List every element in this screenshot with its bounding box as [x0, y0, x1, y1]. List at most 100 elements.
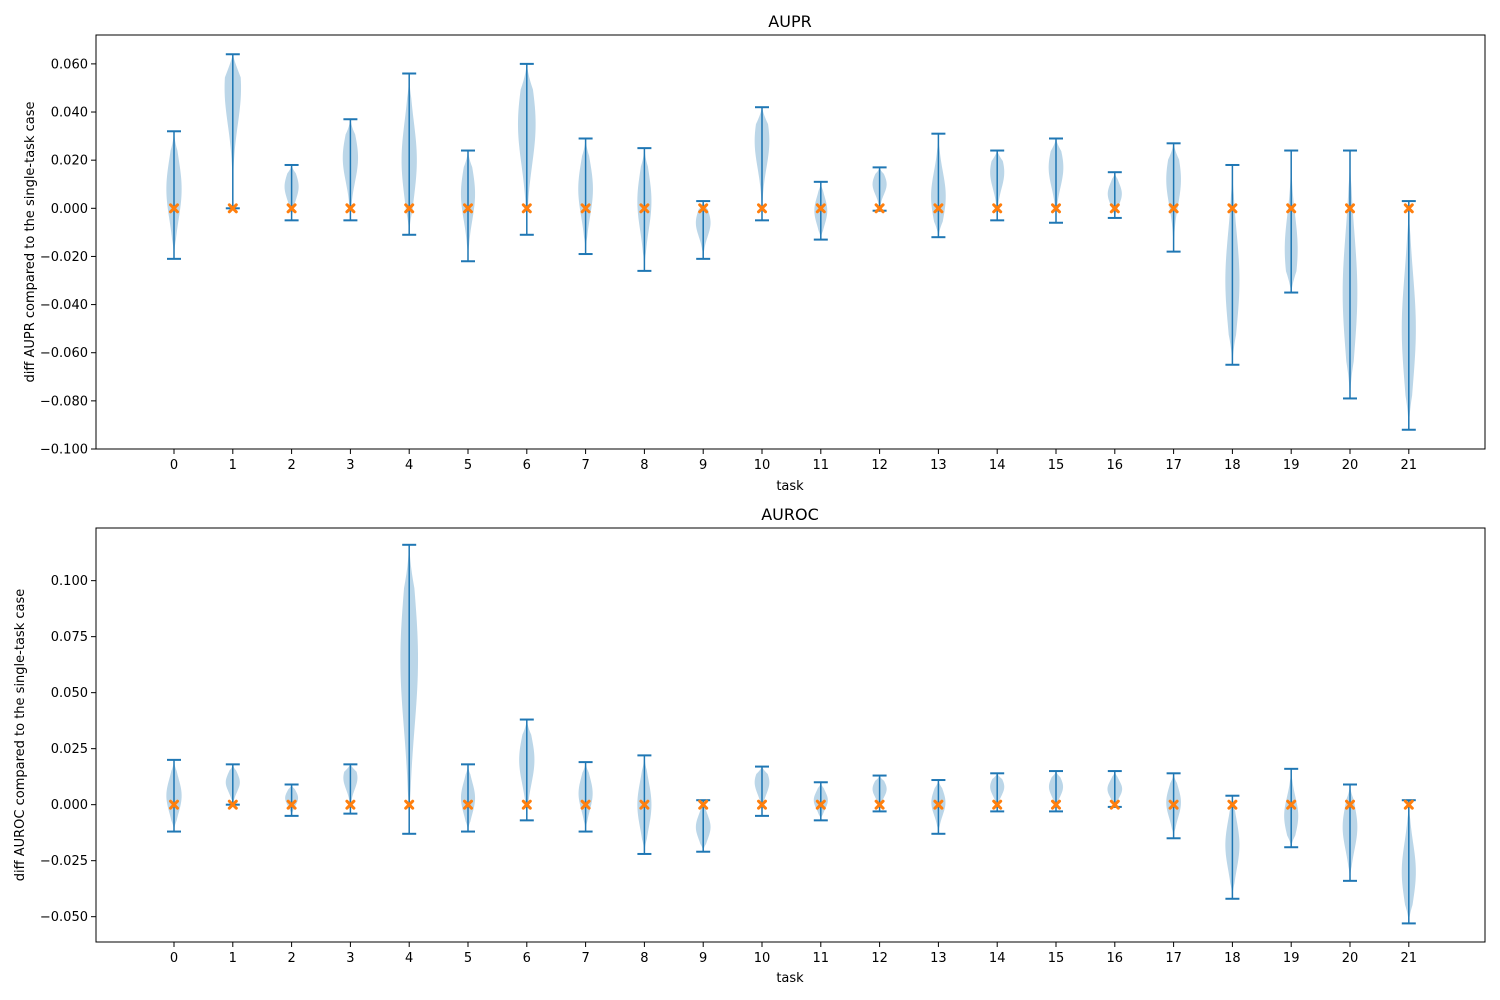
aupr-x-tick-label: 9 [699, 458, 707, 473]
aupr-x-tick-label: 14 [989, 458, 1006, 473]
auroc-baseline-marker [874, 799, 885, 810]
auroc-x-tick-label: 4 [405, 951, 413, 966]
auroc-baseline-marker [463, 799, 473, 810]
auroc-x-tick-label: 1 [229, 951, 237, 966]
auroc-baseline-marker [815, 799, 826, 810]
auroc-x-tick-label: 16 [1107, 951, 1124, 966]
auroc-baseline-marker [1168, 799, 1179, 810]
auroc-baseline-marker [580, 799, 591, 810]
aupr-x-tick-label: 1 [229, 458, 237, 473]
auroc-baseline-marker [933, 799, 944, 810]
auroc-baseline-marker [1051, 799, 1061, 810]
aupr-x-tick-label: 20 [1342, 458, 1359, 473]
auroc-y-tick-label: −0.050 [40, 910, 88, 925]
aupr-x-tick-label: 13 [930, 458, 947, 473]
auroc-x-tick-label: 12 [871, 951, 888, 966]
aupr-y-tick-label: −0.020 [40, 250, 88, 265]
auroc-y-tick-label: 0.050 [51, 686, 88, 701]
auroc-baseline-marker [1109, 799, 1120, 810]
aupr-baseline-marker [992, 203, 1003, 214]
auroc-baseline-marker [227, 799, 238, 810]
aupr-x-tick-label: 8 [640, 458, 648, 473]
aupr-x-tick-label: 3 [346, 458, 354, 473]
aupr-baseline-marker [227, 203, 238, 214]
aupr-y-tick-label: −0.040 [40, 298, 88, 313]
auroc-x-tick-label: 18 [1224, 951, 1241, 966]
aupr-baseline-marker [521, 203, 532, 214]
auroc-x-tick-label: 0 [170, 951, 178, 966]
auroc-title: AUROC [761, 505, 819, 524]
auroc-panel: AUROC task diff AUROC compared to the si… [13, 505, 1486, 986]
auroc-x-tick-label: 9 [699, 951, 707, 966]
aupr-y-tick-label: −0.080 [40, 394, 88, 409]
auroc-x-tick-label: 21 [1401, 951, 1418, 966]
aupr-y-tick-label: 0.020 [51, 154, 88, 169]
auroc-x-tick-label: 13 [930, 951, 947, 966]
aupr-baseline-marker [1109, 203, 1120, 214]
auroc-y-tick-label: 0.075 [51, 630, 88, 645]
aupr-y-tick-label: −0.060 [40, 346, 88, 361]
auroc-x-tick-label: 15 [1048, 951, 1065, 966]
auroc-baseline-marker [1403, 799, 1414, 810]
aupr-x-tick-label: 2 [287, 458, 295, 473]
aupr-y-axis-label: diff AUPR compared to the single-task ca… [23, 102, 38, 383]
aupr-x-tick-label: 5 [464, 458, 472, 473]
aupr-x-tick-label: 11 [813, 458, 830, 473]
aupr-y-tick-label: 0.000 [51, 202, 88, 217]
auroc-x-tick-label: 11 [813, 951, 830, 966]
auroc-baseline-marker [521, 799, 532, 810]
aupr-x-tick-label: 15 [1048, 458, 1065, 473]
aupr-baseline-marker [1403, 203, 1414, 214]
auroc-baseline-marker [404, 799, 415, 810]
aupr-title: AUPR [768, 12, 811, 31]
auroc-y-tick-label: −0.025 [40, 854, 88, 869]
aupr-baseline-marker [1345, 203, 1355, 214]
aupr-baseline-marker [1286, 203, 1297, 214]
aupr-x-tick-label: 19 [1283, 458, 1300, 473]
auroc-x-tick-label: 5 [464, 951, 472, 966]
aupr-baseline-marker [933, 203, 944, 214]
auroc-y-tick-label: 0.000 [51, 798, 88, 813]
auroc-y-tick-label: 0.100 [51, 574, 88, 589]
auroc-x-tick-label: 3 [346, 951, 354, 966]
auroc-baseline-marker [698, 799, 709, 810]
auroc-baseline-marker [757, 799, 767, 810]
aupr-baseline-marker [463, 203, 473, 214]
auroc-x-tick-label: 17 [1165, 951, 1182, 966]
aupr-axes-frame [95, 34, 1486, 450]
auroc-x-tick-label: 2 [287, 951, 295, 966]
auroc-baseline-marker [992, 799, 1003, 810]
aupr-x-tick-label: 7 [581, 458, 589, 473]
aupr-baseline-marker [874, 203, 885, 214]
aupr-baseline-marker [404, 203, 415, 214]
auroc-y-axis-label: diff AUROC compared to the single-task c… [13, 589, 28, 881]
aupr-x-tick-label: 10 [754, 458, 771, 473]
auroc-baseline-marker [1227, 799, 1238, 810]
aupr-y-tick-label: 0.060 [51, 57, 88, 72]
auroc-axes-frame [95, 527, 1486, 943]
auroc-baseline-marker [169, 799, 179, 810]
aupr-baseline-marker [757, 203, 767, 214]
auroc-x-axis-label: task [776, 971, 804, 986]
aupr-x-axis-label: task [776, 479, 804, 494]
aupr-baseline-marker [1227, 203, 1238, 214]
auroc-x-tick-label: 8 [640, 951, 648, 966]
auroc-baseline-marker [1286, 799, 1297, 810]
aupr-x-tick-label: 6 [523, 458, 531, 473]
auroc-y-tick-label: 0.025 [51, 742, 88, 757]
auroc-x-tick-label: 6 [523, 951, 531, 966]
aupr-x-tick-label: 18 [1224, 458, 1241, 473]
aupr-baseline-marker [1051, 203, 1061, 214]
aupr-y-tick-label: 0.040 [51, 106, 88, 121]
aupr-x-tick-label: 21 [1401, 458, 1418, 473]
aupr-baseline-marker [1168, 203, 1179, 214]
aupr-x-tick-label: 16 [1107, 458, 1124, 473]
aupr-baseline-marker [580, 203, 591, 214]
aupr-x-tick-label: 12 [871, 458, 888, 473]
auroc-x-tick-label: 14 [989, 951, 1006, 966]
aupr-x-tick-label: 0 [170, 458, 178, 473]
auroc-baseline-marker [286, 799, 297, 810]
auroc-x-tick-label: 19 [1283, 951, 1300, 966]
aupr-y-tick-label: −0.100 [40, 443, 88, 458]
